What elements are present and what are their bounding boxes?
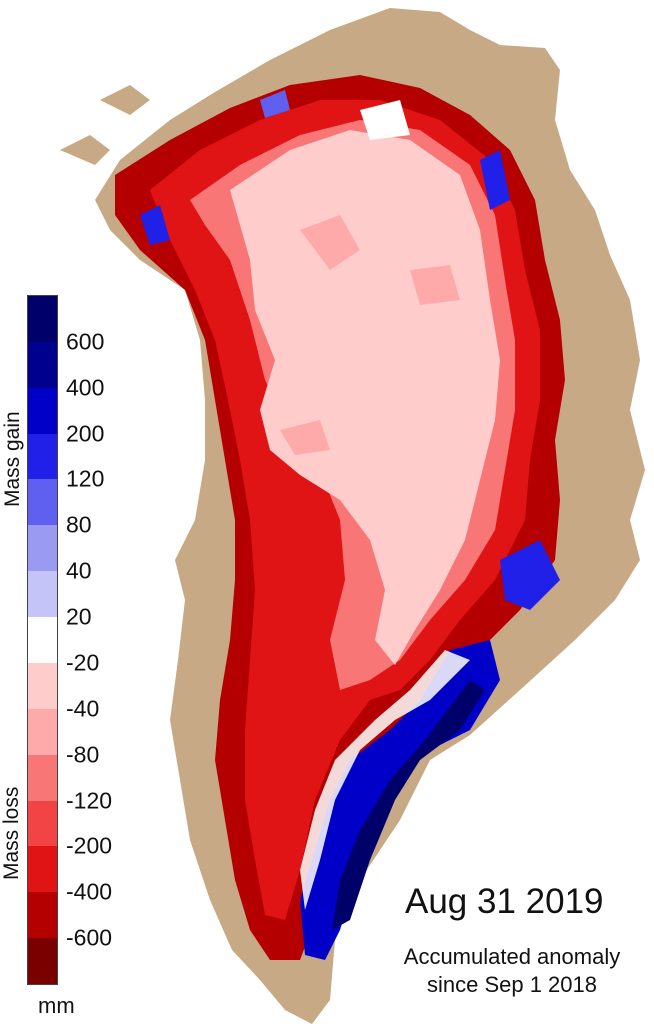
colorbar-tick-label: -400 <box>66 878 113 905</box>
colorbar-tick-label: 20 <box>66 603 92 630</box>
colorbar-swatch <box>28 938 57 985</box>
colorbar-tick-label: 400 <box>66 374 105 401</box>
mass-loss-label: Mass loss <box>0 786 23 880</box>
colorbar-swatch <box>28 433 57 480</box>
caption: Accumulated anomaly since Sep 1 2018 <box>374 943 650 999</box>
northwest-gain <box>140 205 170 245</box>
caption-line-2: since Sep 1 2018 <box>426 971 598 997</box>
colorbar-swatch <box>28 341 57 388</box>
colorbar-tick-label: -40 <box>66 695 100 722</box>
colorbar-swatch <box>28 296 57 342</box>
northeast-gain <box>480 150 510 210</box>
colorbar-swatch <box>28 662 57 709</box>
interior-patch <box>280 420 330 455</box>
colorbar-swatch <box>28 892 57 939</box>
interior-patch <box>410 265 460 305</box>
interior-patch <box>300 215 360 270</box>
caption-line-1: Accumulated anomaly <box>403 944 621 969</box>
colorbar-tick-label: 40 <box>66 557 92 584</box>
colorbar-swatch <box>28 571 57 618</box>
colorbar-tick-label: -600 <box>66 924 113 951</box>
interior-patch <box>360 100 410 140</box>
colorbar-swatch <box>28 525 57 572</box>
colorbar-tick-label: -80 <box>66 741 100 768</box>
colorbar-swatch <box>28 617 57 664</box>
date-label: Aug 31 2019 <box>405 882 604 921</box>
colorbar-swatch <box>28 800 57 847</box>
colorbar-tick-label: 200 <box>66 420 105 447</box>
colorbar-tick-label: -200 <box>66 832 113 859</box>
colorbar-tick-label: -120 <box>66 787 113 814</box>
unit-label: mm <box>38 993 75 1018</box>
colorbar <box>27 295 58 985</box>
mass-gain-label: Mass gain <box>1 411 24 507</box>
colorbar-swatch <box>28 387 57 434</box>
east-coast-gain <box>500 540 560 610</box>
colorbar-tick-label: 600 <box>66 328 105 355</box>
colorbar-swatch <box>28 754 57 801</box>
gain-transition <box>300 650 470 910</box>
colorbar-tick-label: -20 <box>66 649 100 676</box>
colorbar-tick-label: 120 <box>66 465 105 492</box>
ice-sheet-interior <box>230 130 500 665</box>
colorbar-swatch <box>28 479 57 526</box>
colorbar-tick-label: 80 <box>66 511 92 538</box>
coastal-island <box>100 85 150 115</box>
southeast-gain-core <box>332 680 485 930</box>
north-gain <box>260 90 290 118</box>
colorbar-swatch <box>28 708 57 755</box>
coastal-island <box>60 135 110 165</box>
colorbar-swatch <box>28 846 57 893</box>
